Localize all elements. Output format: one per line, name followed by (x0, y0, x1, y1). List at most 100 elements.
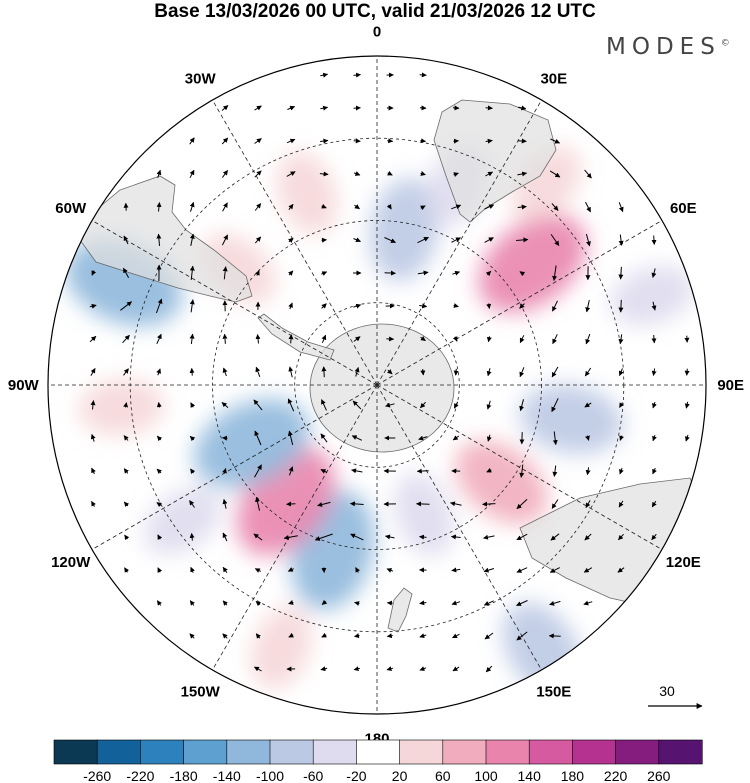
wind-vector-110 (122, 334, 130, 344)
wind-vector-199 (552, 465, 558, 477)
wind-vector-208 (255, 496, 260, 511)
wind-vector-217 (551, 499, 559, 509)
latitude-circle-0 (294, 302, 460, 468)
wind-vector-130 (156, 368, 161, 376)
wind-vector-149 (156, 402, 162, 408)
wind-vector-46 (321, 203, 327, 209)
antarctic-peninsula (257, 313, 335, 361)
anomaly-positive-10 (78, 379, 165, 436)
meridian-240 (91, 384, 378, 550)
wind-vector-51 (484, 204, 495, 210)
wind-vector-285 (419, 666, 427, 671)
wind-vector-171 (254, 430, 262, 446)
wind-vector-150 (190, 402, 196, 408)
wind-vector-137 (387, 369, 393, 375)
wind-vector-274 (386, 633, 393, 639)
lon-label-9: 90W (8, 377, 40, 394)
wind-vector-18 (320, 138, 329, 144)
wind-vector-234 (550, 533, 560, 541)
wind-vector-221 (124, 534, 130, 541)
wind-vector-237 (651, 533, 657, 541)
brand-mark: © (720, 38, 730, 49)
meridian-330 (212, 99, 378, 386)
wind-vector-85 (485, 270, 492, 277)
wind-vector-78 (254, 270, 260, 276)
wind-vector-12 (485, 105, 493, 111)
wind-vector-222 (157, 534, 163, 540)
lon-label-11: 30W (185, 71, 217, 88)
wind-vector-108 (651, 301, 657, 311)
wind-vector-193 (351, 468, 363, 474)
wind-vector-126 (651, 335, 657, 344)
wind-vector-82 (384, 270, 396, 276)
wind-vector-106 (585, 299, 591, 313)
wind-vector-190 (254, 464, 262, 478)
wind-vector-67 (484, 237, 494, 243)
wind-vector-253 (617, 567, 625, 573)
wind-vector-17 (286, 138, 296, 144)
wind-vector-104 (519, 303, 525, 309)
colorbar-tick-10: 140 (518, 768, 542, 783)
wind-vector-87 (552, 265, 558, 281)
wind-vector-264 (483, 600, 494, 606)
wind-vector-65 (417, 236, 429, 244)
wind-vector-34 (420, 171, 426, 176)
lon-label-5: 150E (536, 683, 571, 700)
meridian-150 (376, 384, 542, 671)
wind-vector-226 (283, 534, 298, 540)
wind-vector-13 (517, 105, 527, 111)
wind-vector-186 (123, 468, 129, 474)
wind-vector-189 (222, 468, 227, 474)
wind-vector-182 (619, 435, 624, 441)
wind-vector-218 (585, 500, 591, 509)
wind-vector-225 (253, 533, 263, 541)
wind-vector-168 (156, 435, 163, 442)
wind-vector-141 (519, 367, 525, 378)
colorbar-tick-4: -100 (256, 768, 284, 783)
colorbar: -260 -220 -180 -140 -100 -60 -20 20 60 100 140 180 2… (53, 739, 703, 783)
wind-vector-259 (321, 599, 328, 605)
wind-vector-53 (551, 203, 559, 211)
wind-vector-231 (450, 534, 461, 540)
anomaly-negative-17 (144, 487, 222, 555)
wind-vector-120 (452, 336, 458, 342)
wind-vector-232 (483, 534, 495, 540)
wind-vector-134 (288, 366, 294, 378)
wind-vector-123 (552, 334, 558, 345)
wind-vector-115 (288, 334, 294, 344)
wind-vector-25 (550, 138, 561, 144)
antarctica (309, 323, 455, 453)
wind-vector-195 (416, 468, 429, 474)
wind-vector-111 (156, 333, 162, 345)
wind-vector-260 (354, 601, 360, 606)
wind-vector-52 (517, 204, 527, 210)
anomaly-positive-14 (251, 606, 312, 690)
wind-vector-58 (189, 233, 195, 246)
colorbar-tick-1: -220 (126, 768, 154, 783)
wind-vector-63 (353, 237, 361, 243)
wind-vector-198 (519, 464, 525, 478)
reference-vector-label: 30 (659, 683, 675, 699)
wind-vector-266 (549, 600, 561, 606)
wind-vector-60 (254, 236, 262, 244)
colorbar-swatch-0 (53, 739, 98, 765)
wind-vector-214 (450, 501, 462, 507)
wind-vector-283 (353, 666, 361, 672)
wind-vector-177 (452, 435, 460, 441)
wind-vector-117 (353, 336, 361, 342)
reference-vector: 30 (648, 683, 703, 709)
wind-vector-45 (288, 203, 294, 211)
wind-vector-129 (123, 368, 129, 376)
wind-vector-68 (516, 237, 529, 243)
wind-vector-47 (354, 204, 360, 210)
wind-vector-252 (583, 567, 593, 573)
wind-vector-236 (618, 533, 624, 541)
wind-vector-210 (317, 501, 331, 507)
wind-vector-72 (651, 235, 657, 245)
wind-vector-185 (91, 467, 96, 475)
anomaly-negative-16 (610, 265, 695, 326)
colorbar-tick-6: -20 (346, 768, 366, 783)
wind-vector-6 (287, 105, 296, 111)
wind-vector-240 (190, 566, 195, 573)
